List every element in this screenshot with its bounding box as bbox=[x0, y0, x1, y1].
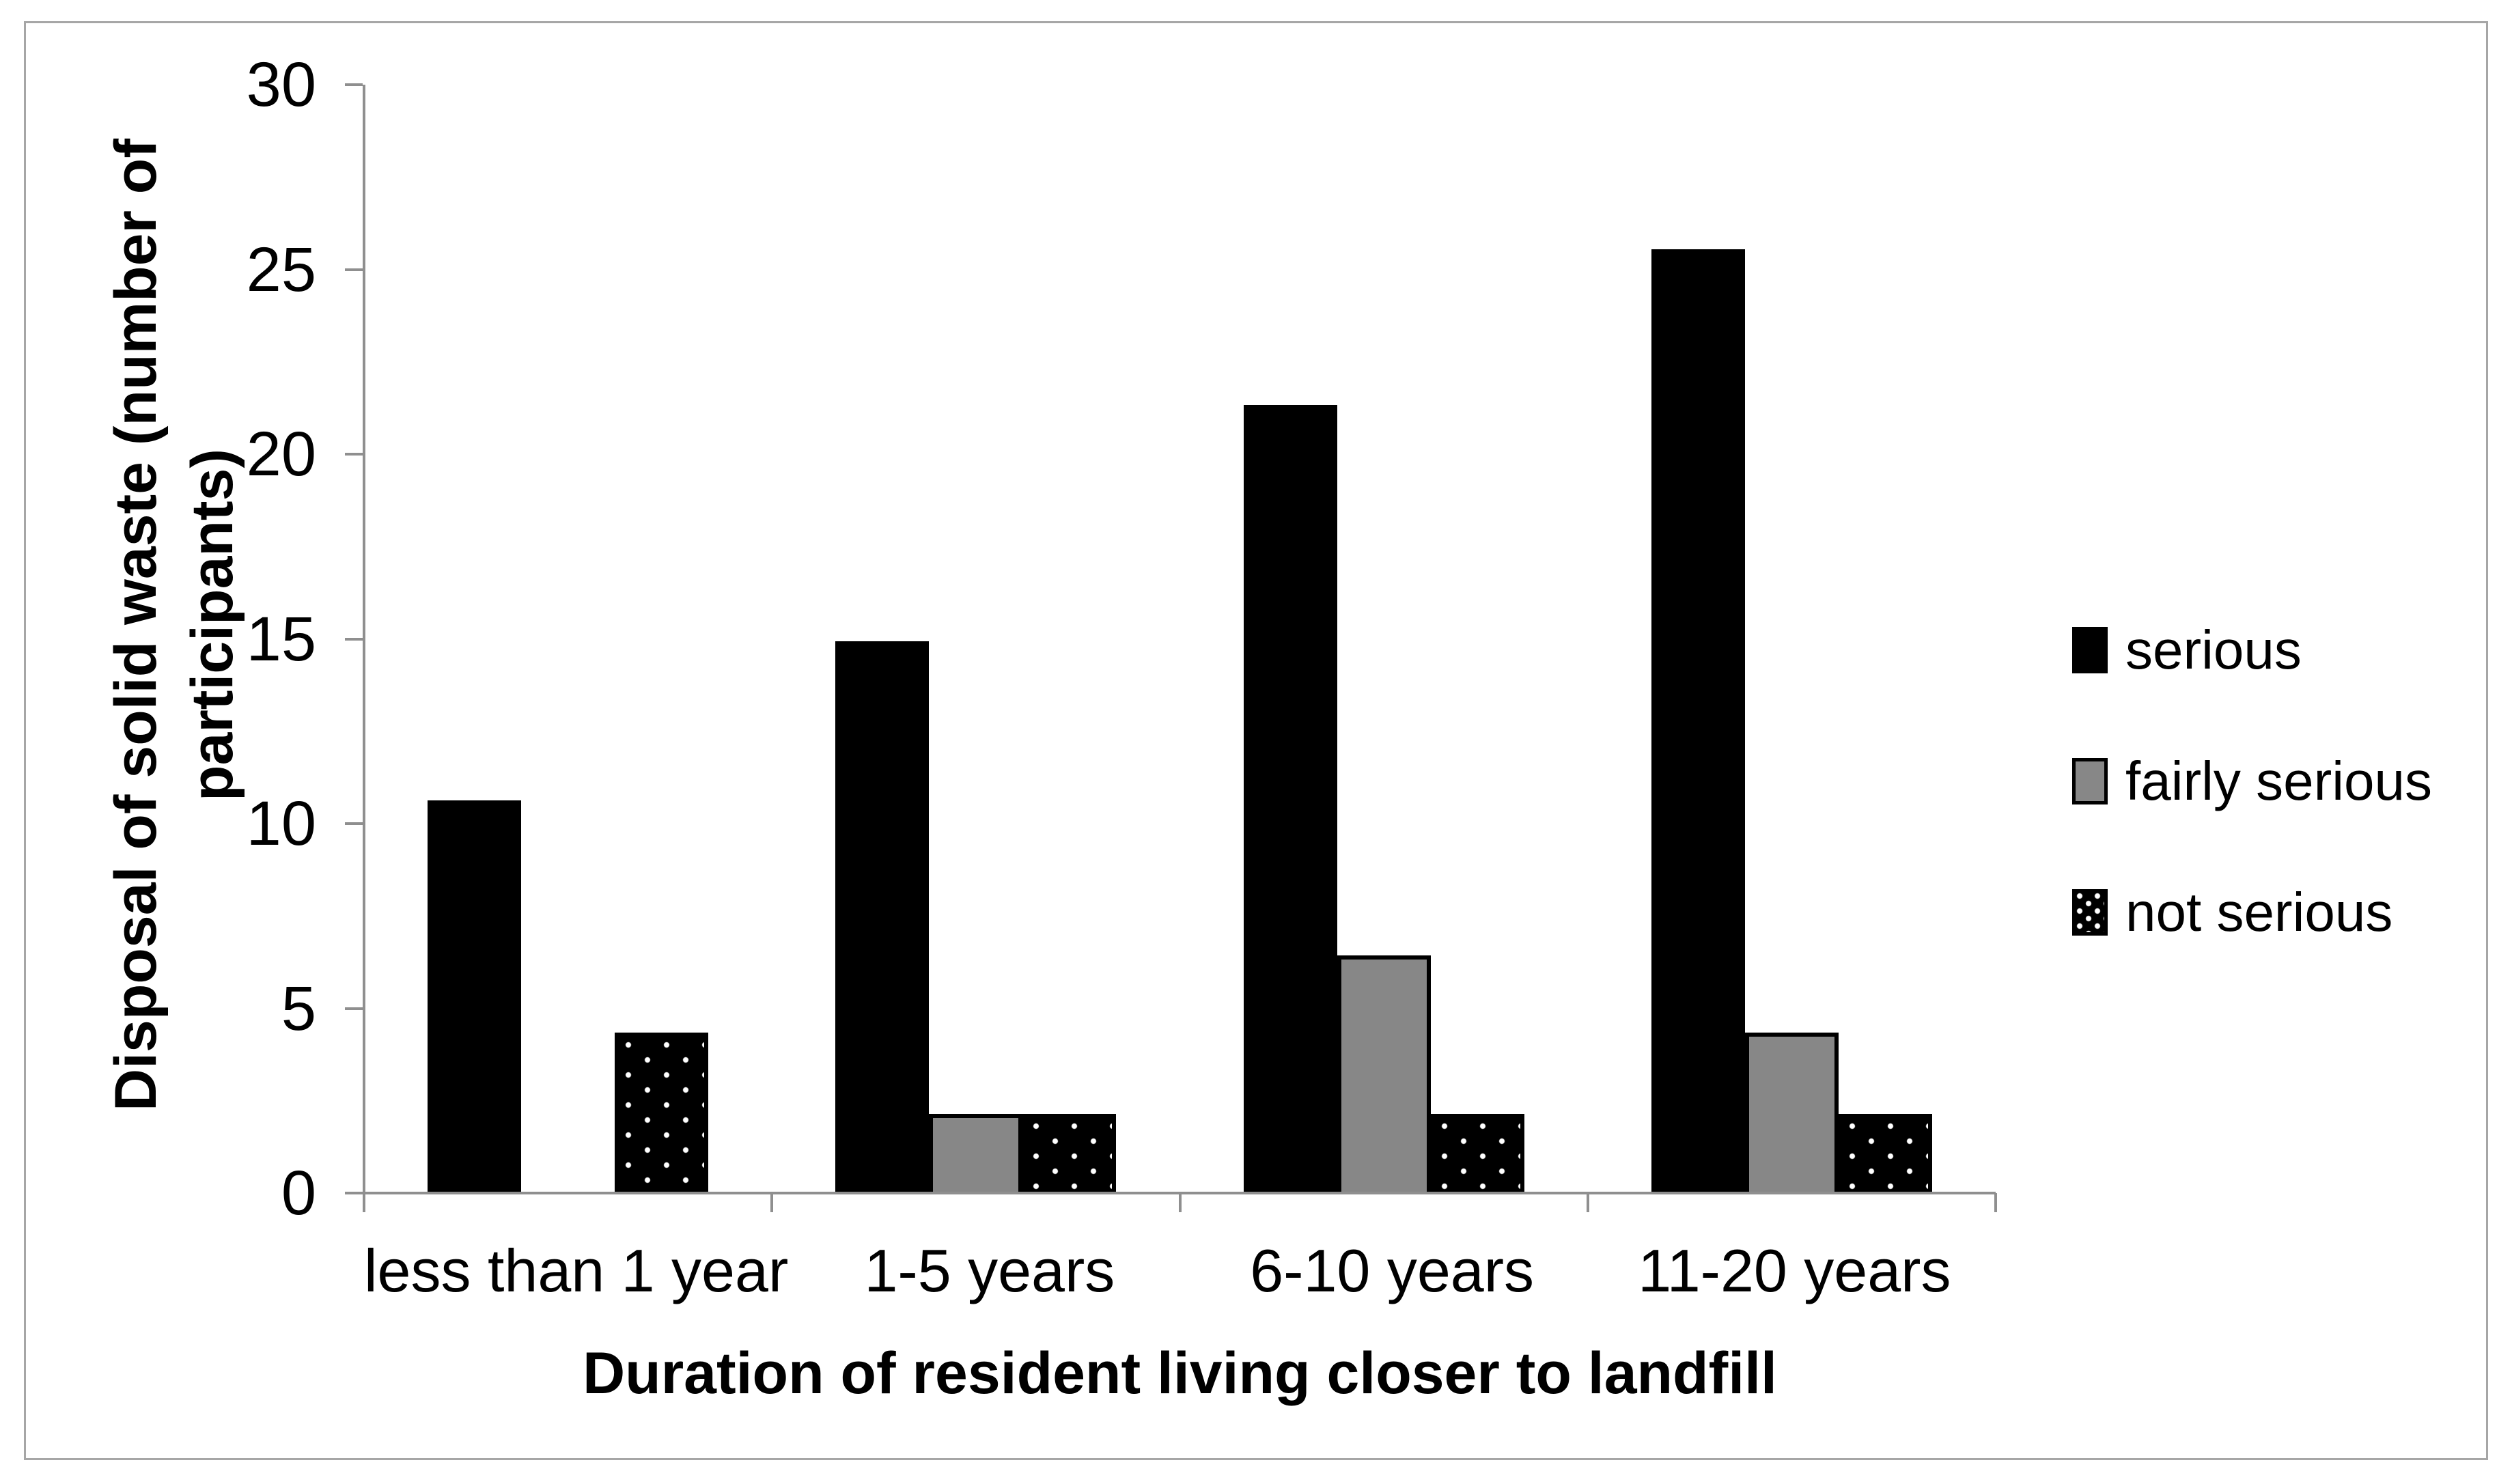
y-tick-mark bbox=[345, 637, 363, 641]
y-tick-label: 10 bbox=[246, 789, 316, 858]
legend-item-serious: serious bbox=[2072, 619, 2432, 680]
bar-not-serious bbox=[1022, 1114, 1117, 1192]
x-category-label: less than 1 year bbox=[364, 1237, 789, 1304]
bar-serious bbox=[835, 641, 930, 1192]
x-axis-line bbox=[345, 1192, 1996, 1194]
y-tick-mark bbox=[345, 453, 363, 456]
legend-item-not-serious: not serious bbox=[2072, 882, 2432, 942]
y-tick-label: 25 bbox=[246, 234, 316, 305]
y-axis-line bbox=[363, 85, 365, 1212]
y-tick-mark bbox=[345, 83, 363, 86]
legend-swatch-serious-icon bbox=[2072, 627, 2108, 673]
x-axis-labels: less than 1 year 1-5 years 6-10 years 11-20… bbox=[364, 1233, 1996, 1308]
bar-not-serious bbox=[1430, 1114, 1524, 1192]
legend-swatch-fairly-serious-icon bbox=[2072, 758, 2108, 804]
bar-group-1-5-years bbox=[772, 85, 1180, 1192]
x-axis-title: Duration of resident living closer to la… bbox=[583, 1341, 1777, 1406]
x-tick-mark bbox=[363, 1193, 365, 1212]
x-category-label: 6-10 years bbox=[1250, 1237, 1534, 1304]
x-category-label: 11-20 years bbox=[1638, 1237, 1951, 1304]
x-tick-mark bbox=[1994, 1193, 1997, 1212]
bar-group-11-20-years bbox=[1588, 85, 1996, 1192]
legend-label: not serious bbox=[2125, 882, 2393, 942]
x-tick-mark bbox=[1178, 1193, 1182, 1212]
x-tick-mark bbox=[1586, 1193, 1589, 1212]
y-tick-label: 0 bbox=[281, 1158, 316, 1228]
legend-label: fairly serious bbox=[2125, 751, 2433, 811]
bar-serious bbox=[1243, 404, 1337, 1192]
y-tick-mark bbox=[345, 1007, 363, 1010]
legend-item-fairly-serious: fairly serious bbox=[2072, 751, 2432, 811]
bar-groups bbox=[364, 85, 1996, 1192]
x-tick-mark bbox=[770, 1193, 774, 1212]
legend-swatch-not-serious-icon bbox=[2072, 889, 2108, 936]
plot-area: 0 5 10 15 20 25 30 bbox=[247, 50, 1997, 1228]
bar-fairly-serious bbox=[1744, 1033, 1839, 1192]
legend-label: serious bbox=[2125, 619, 2302, 680]
y-tick-label: 5 bbox=[281, 973, 316, 1044]
x-category-label: 1-5 years bbox=[864, 1237, 1115, 1304]
legend: serious fairly serious not serious bbox=[2072, 619, 2432, 1019]
bar-fairly-serious bbox=[929, 1114, 1023, 1192]
bar-group-6-10-years bbox=[1180, 85, 1588, 1192]
bar-not-serious bbox=[615, 1033, 709, 1192]
bar-fairly-serious bbox=[1337, 955, 1431, 1192]
bar-serious bbox=[428, 800, 522, 1192]
y-tick-label: 15 bbox=[246, 604, 316, 674]
y-tick-mark bbox=[345, 268, 363, 271]
bar-group-less-than-1-year bbox=[364, 85, 772, 1192]
y-tick-mark bbox=[345, 822, 363, 825]
bar-not-serious bbox=[1838, 1114, 1932, 1192]
bar-serious bbox=[1651, 249, 1745, 1192]
y-tick-label: 20 bbox=[246, 419, 316, 489]
y-tick-mark bbox=[345, 1192, 363, 1194]
y-tick-label: 30 bbox=[246, 50, 316, 120]
